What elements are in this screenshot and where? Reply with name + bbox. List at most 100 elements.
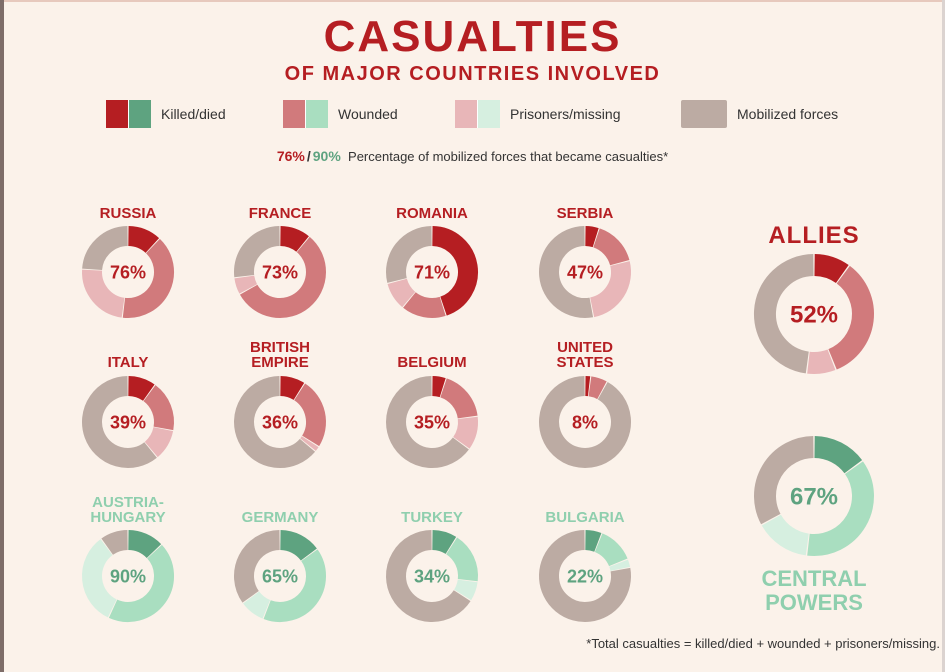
legend-swatch-killed-central	[128, 100, 151, 128]
percentage-note: 76%/90% Percentage of mobilized forces t…	[0, 148, 945, 164]
donut-percent-label-bulgaria: 22%	[567, 566, 603, 586]
donut-segment-turkey-prisoners	[453, 579, 478, 601]
donut-segment-russia-wounded	[122, 238, 174, 318]
group-title-allies: ALLIES	[768, 222, 860, 249]
donut-segment-allies-total-wounded	[827, 265, 874, 370]
donut-percent-label-russia: 76%	[110, 262, 146, 282]
donut-segment-belgium-killed	[431, 376, 446, 398]
country-label-bulgaria: BULGARIA	[545, 509, 625, 526]
donut-central-powers-total: 67%	[754, 436, 874, 556]
legend-swatch-prisoners-allies	[455, 100, 477, 128]
donut-segment-serbia-prisoners	[589, 261, 631, 318]
legend-mobilized: Mobilized forces	[681, 99, 838, 129]
donut-segment-central-powers-total-wounded	[807, 461, 874, 556]
donut-percent-label-romania: 71%	[414, 262, 450, 282]
donut-segment-bulgaria-mobilized	[539, 530, 631, 622]
donut-segment-serbia-killed	[584, 226, 599, 248]
donut-segment-russia-prisoners	[82, 269, 126, 318]
donut-segment-belgium-mobilized	[386, 376, 469, 468]
donut-segment-allies-total-killed	[813, 254, 849, 284]
donut-segment-allies-total-mobilized	[754, 254, 815, 374]
donut-segment-germany-killed	[279, 530, 317, 561]
donut-british-empire: 36%	[234, 376, 326, 468]
donut-percent-label-turkey: 34%	[414, 566, 450, 586]
legend-swatch-mobilized	[681, 100, 727, 128]
donut-percent-label-british-empire: 36%	[262, 412, 298, 432]
page-title: CASUALTIES	[323, 12, 622, 61]
legend-label-killed: Killed/died	[161, 106, 226, 122]
donut-percent-label-serbia: 47%	[567, 262, 603, 282]
donut-segment-austria-hungary-killed	[127, 530, 162, 559]
donut-segment-romania-killed	[431, 226, 478, 316]
donut-segment-germany-wounded	[263, 549, 326, 622]
donut-percent-label-united-states: 8%	[572, 412, 598, 432]
donut-segment-romania-prisoners	[387, 278, 416, 308]
note-central-percent: 90%	[312, 148, 341, 164]
donut-segment-italy-killed	[127, 376, 155, 402]
donut-segment-france-wounded	[239, 236, 326, 318]
legend-swatch-killed-allies	[106, 100, 128, 128]
donut-segment-italy-prisoners	[144, 426, 174, 458]
country-label-united-states: UNITED STATES	[556, 339, 614, 371]
donut-segment-british-empire-mobilized	[234, 376, 316, 468]
donut-italy: 39%	[82, 376, 174, 468]
donut-segment-serbia-mobilized	[539, 226, 594, 318]
donut-segment-france-mobilized	[234, 226, 281, 278]
donut-segment-austria-hungary-wounded	[108, 544, 174, 622]
donut-percent-label-france: 73%	[262, 262, 298, 282]
country-label-germany: GERMANY	[241, 509, 319, 526]
country-label-british-empire: BRITISH EMPIRE	[250, 339, 310, 371]
legend-label-wounded: Wounded	[338, 106, 398, 122]
donut-segment-central-powers-total-prisoners	[761, 514, 810, 556]
country-label-italy: ITALY	[107, 354, 149, 371]
donut-percent-label-allies-total: 52%	[790, 302, 838, 329]
top-rule	[0, 0, 945, 2]
footnote: *Total casualties = killed/died + wounde…	[586, 636, 940, 651]
donut-segment-british-empire-killed	[279, 376, 305, 401]
legend-wounded: Wounded	[283, 99, 398, 129]
legend-swatch-prisoners-central	[477, 100, 500, 128]
donut-allies-total: 52%	[754, 254, 874, 374]
donut-segment-united-states-mobilized	[539, 376, 631, 468]
donut-france: 73%	[234, 226, 326, 318]
donut-austria-hungary: 90%	[82, 530, 174, 622]
country-label-belgium: BELGIUM	[397, 354, 467, 371]
donut-segment-russia-mobilized	[82, 226, 129, 271]
legend-label-prisoners: Prisoners/missing	[510, 106, 621, 122]
donut-segment-bulgaria-wounded	[594, 533, 628, 567]
donut-percent-label-germany: 65%	[262, 566, 298, 586]
donut-segment-france-killed	[279, 226, 309, 253]
right-frame-edge	[942, 0, 945, 672]
donut-germany: 65%	[234, 530, 326, 622]
donut-russia: 76%	[82, 226, 174, 318]
page-subtitle: OF MAJOR COUNTRIES INVOLVED	[284, 63, 661, 85]
donut-serbia: 47%	[539, 226, 631, 318]
group-title-central-powers: CENTRAL POWERS	[761, 566, 867, 615]
legend-label-mobilized: Mobilized forces	[737, 106, 839, 122]
donut-romania: 71%	[386, 226, 478, 318]
donut-segment-turkey-killed	[431, 530, 457, 555]
donut-segment-allies-total-prisoners	[807, 349, 836, 374]
donut-segment-france-prisoners	[234, 275, 258, 294]
country-label-romania: ROMANIA	[396, 205, 468, 222]
donut-segment-bulgaria-prisoners	[609, 559, 631, 572]
donut-united-states: 8%	[539, 376, 631, 468]
donut-segment-central-powers-total-mobilized	[754, 436, 815, 525]
donut-percent-label-central-powers-total: 67%	[790, 484, 838, 511]
donut-segment-turkey-wounded	[445, 537, 478, 582]
country-label-turkey: TURKEY	[401, 509, 463, 526]
left-frame-edge	[0, 0, 4, 672]
note-slash: /	[306, 148, 311, 164]
donut-segment-italy-wounded	[143, 385, 174, 431]
note-allies-percent: 76%	[276, 148, 305, 164]
donut-segment-austria-hungary-prisoners	[82, 539, 118, 618]
donut-segment-central-powers-total-killed	[813, 436, 863, 474]
legend-swatch-wounded-central	[305, 100, 328, 128]
donut-segment-serbia-wounded	[592, 228, 630, 266]
legend-prisoners: Prisoners/missing	[455, 99, 620, 129]
donut-segment-germany-prisoners	[243, 591, 271, 619]
legend-killed: Killed/died	[106, 99, 226, 129]
country-label-austria-hungary: AUSTRIA-HUNGARY	[90, 494, 166, 526]
donut-segment-russia-killed	[127, 226, 160, 254]
donut-bulgaria: 22%	[539, 530, 631, 622]
